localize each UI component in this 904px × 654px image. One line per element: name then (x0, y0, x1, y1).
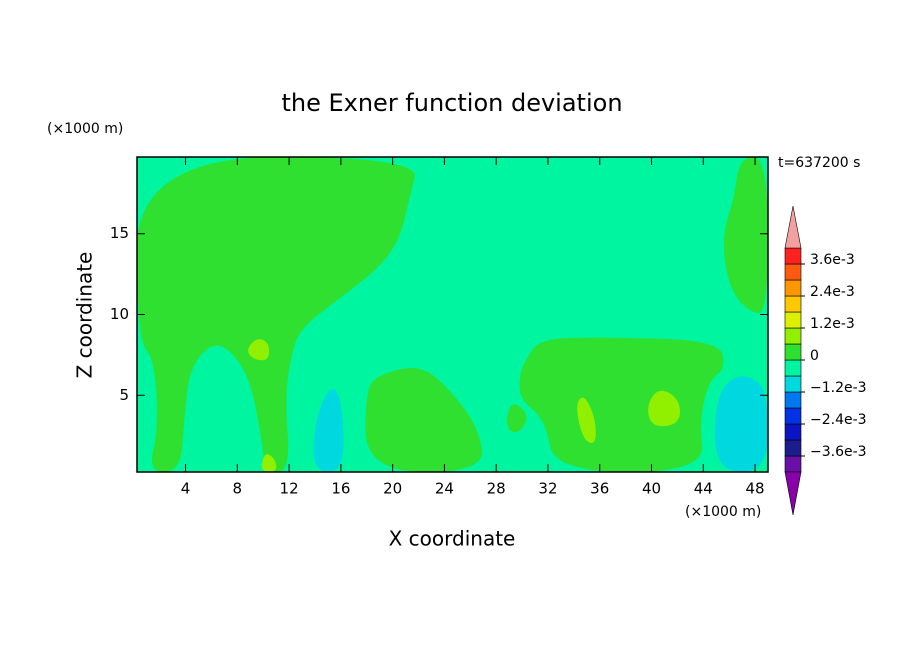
contour-region (248, 339, 270, 361)
x-tick-label: 16 (331, 480, 350, 498)
contour-region (507, 404, 527, 433)
y-unit: (×1000 m) (47, 121, 123, 137)
contour-region (577, 397, 596, 444)
colorbar-box (784, 263, 802, 281)
colorbar-tick-label: −1.2e-3 (810, 380, 867, 396)
contour-region (519, 337, 724, 472)
colorbar-tick-label: −3.6e-3 (810, 444, 867, 460)
contour-region (137, 157, 415, 472)
chart-title: the Exner function deviation (281, 89, 622, 117)
colorbar-tick-label: −2.4e-3 (810, 412, 867, 428)
colorbar-box (784, 407, 802, 425)
x-tick-label: 36 (590, 480, 609, 498)
colorbar-box (784, 327, 802, 345)
colorbar-box (784, 247, 802, 265)
colorbar-box (784, 311, 802, 329)
colorbar-box (784, 279, 802, 297)
contour-region (261, 454, 277, 472)
colorbar-box (784, 423, 802, 441)
x-axis-label: X coordinate (389, 527, 516, 551)
y-tick-label: 10 (110, 305, 129, 323)
x-tick-label: 8 (233, 480, 243, 498)
x-tick-label: 32 (538, 480, 557, 498)
contours (137, 157, 768, 472)
contour-region (313, 389, 344, 472)
contour-region (714, 376, 768, 472)
contour-region (723, 157, 768, 313)
colorbar-box (784, 295, 802, 313)
colorbar-tick-label: 3.6e-3 (810, 252, 855, 268)
colorbar-box (784, 375, 802, 393)
x-unit: (×1000 m) (685, 504, 761, 520)
y-tick-label: 5 (119, 386, 129, 404)
x-tick-label: 12 (280, 480, 299, 498)
colorbar-box (784, 439, 802, 457)
contour-region (648, 390, 680, 427)
time-label: t=637200 s (778, 155, 860, 171)
x-tick-label: 20 (383, 480, 402, 498)
colorbar-over (784, 205, 802, 249)
colorbar-box (784, 343, 802, 361)
contour-region (365, 368, 483, 472)
x-tick-label: 24 (435, 480, 454, 498)
x-tick-label: 40 (642, 480, 661, 498)
x-tick-label: 4 (181, 480, 191, 498)
x-tick-label: 44 (694, 480, 713, 498)
colorbar-box (784, 455, 802, 473)
x-tick-label: 48 (746, 480, 765, 498)
y-tick-label: 15 (110, 224, 129, 242)
colorbar-tick-label: 1.2e-3 (810, 316, 855, 332)
colorbar-under (784, 471, 802, 516)
y-axis-label: Z coordinate (73, 252, 97, 379)
colorbar-box (784, 359, 802, 377)
colorbar-tick-label: 2.4e-3 (810, 284, 855, 300)
colorbar-tick-label: 0 (810, 348, 819, 364)
colorbar-box (784, 391, 802, 409)
x-tick-label: 28 (487, 480, 506, 498)
